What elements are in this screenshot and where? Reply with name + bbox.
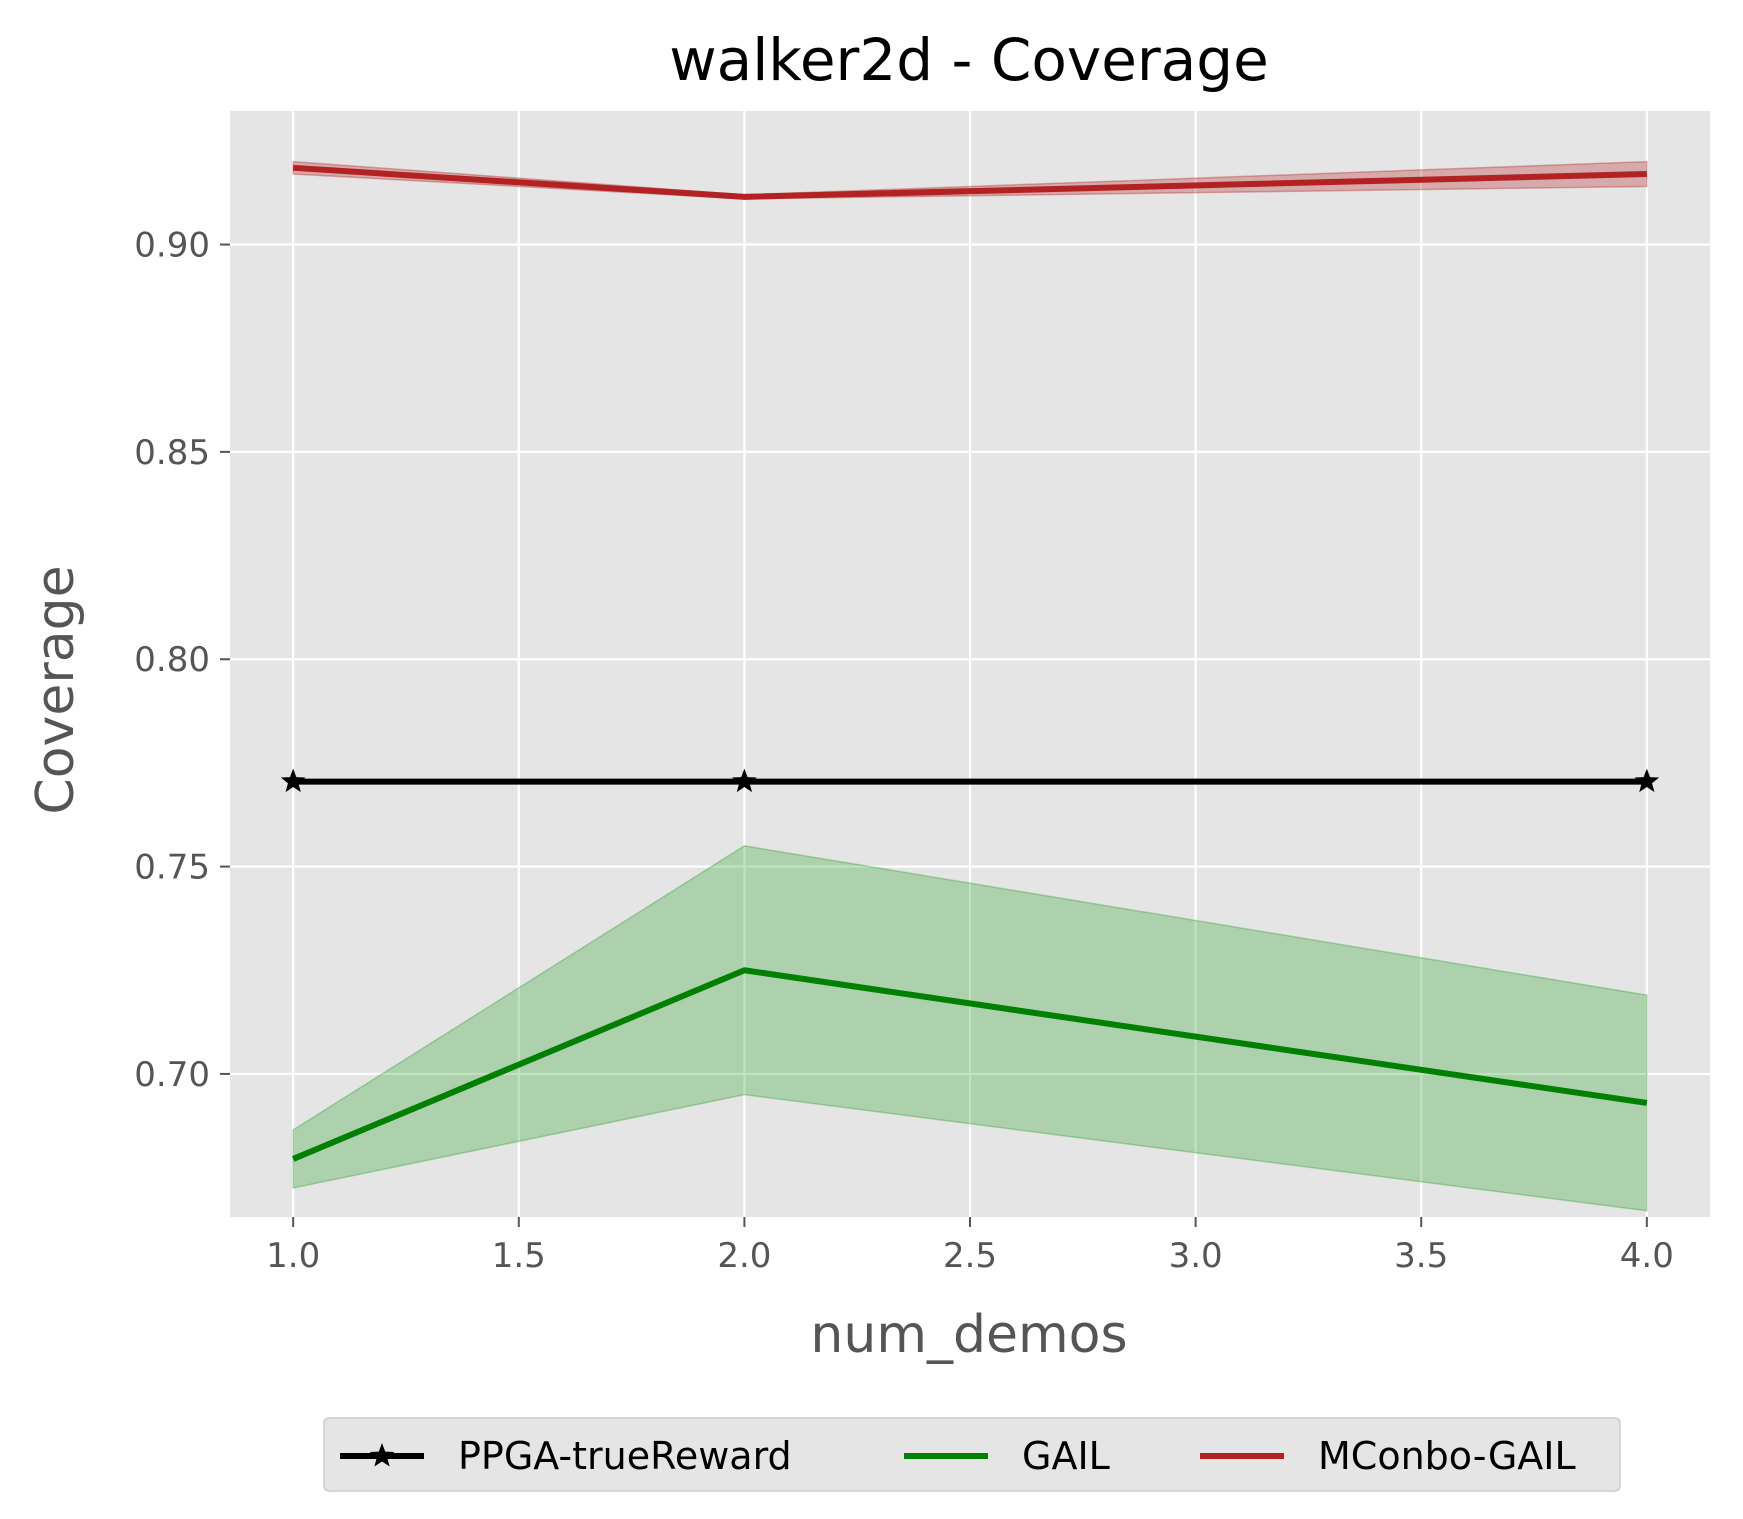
x-tick-label: 1.0 <box>266 1236 320 1276</box>
legend-items: PPGA-trueReward GAIL MConbo-GAIL <box>340 1434 1576 1478</box>
y-tick-label: 0.75 <box>134 848 210 888</box>
chart-title: walker2d - Coverage <box>669 26 1269 94</box>
y-axis-label: Coverage <box>26 565 86 814</box>
mconbo-gail-line <box>292 164 1647 200</box>
legend-ppga-truereward-marker <box>369 1443 395 1467</box>
x-tick-label: 1.5 <box>492 1236 546 1276</box>
ppga-truereward-marker <box>280 768 306 793</box>
series-markers <box>280 768 1660 793</box>
x-axis-label: num_demos <box>810 1305 1127 1365</box>
ppga-truereward-marker <box>1634 768 1660 793</box>
x-tick-label: 2.0 <box>717 1236 771 1276</box>
y-tick-label: 0.90 <box>134 226 210 266</box>
x-tick-label: 2.5 <box>943 1236 997 1276</box>
legend-ppga-truereward-label: PPGA-trueReward <box>458 1434 792 1478</box>
legend-mconbo-gail-label: MConbo-GAIL <box>1318 1434 1576 1478</box>
x-tick-label: 3.0 <box>1169 1236 1223 1276</box>
x-tick-label: 3.5 <box>1394 1236 1448 1276</box>
y-tick-label: 0.80 <box>134 640 210 680</box>
y-tick-label: 0.70 <box>134 1055 210 1095</box>
gail-line <box>292 967 1648 1162</box>
legend: PPGA-trueReward GAIL MConbo-GAIL <box>323 1417 1621 1492</box>
x-tick-label: 4.0 <box>1620 1236 1674 1276</box>
gail-band <box>292 845 1648 1212</box>
axis-ticks: 1.0 1.5 2.0 2.5 3.0 3.5 4.0 0.70 0.75 0.80 0.85 0.9… <box>134 226 1674 1276</box>
y-tick-label: 0.85 <box>134 433 210 473</box>
legend-gail-label: GAIL <box>1022 1434 1110 1478</box>
ppga-truereward-marker <box>732 768 757 793</box>
grid <box>230 111 1710 1217</box>
